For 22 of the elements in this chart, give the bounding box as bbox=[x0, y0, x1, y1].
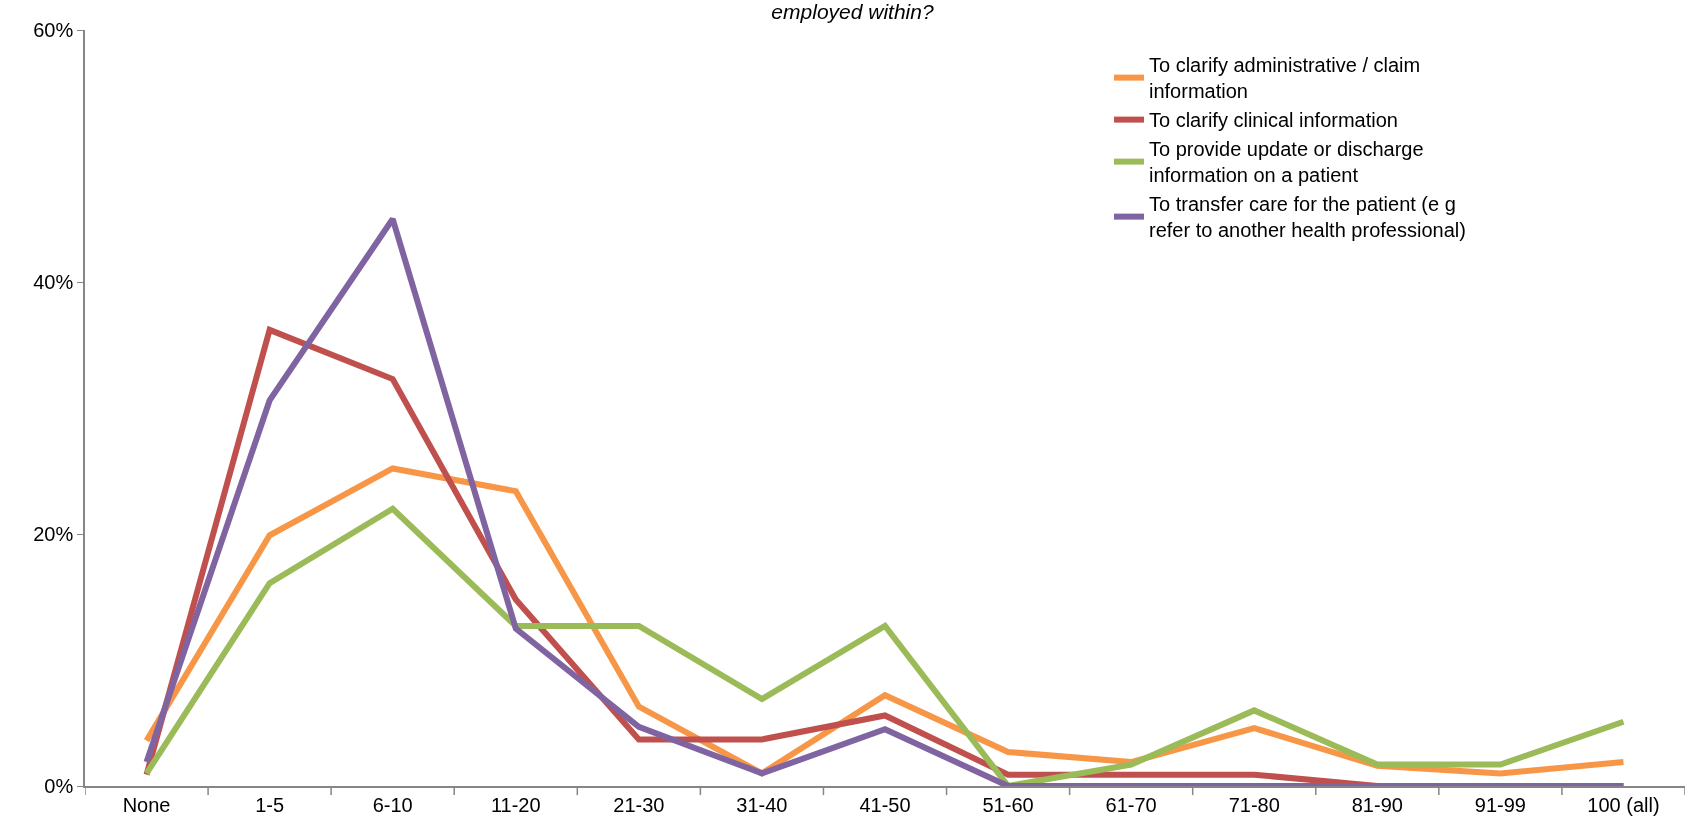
x-tick-label: 91-99 bbox=[1474, 793, 1526, 816]
x-tick-label: 61-70 bbox=[1105, 793, 1157, 816]
chart-title: employed within? bbox=[771, 0, 934, 23]
x-tick-label: 81-90 bbox=[1351, 793, 1403, 816]
x-tick-label: 21-30 bbox=[613, 793, 665, 816]
x-tick-label: 41-50 bbox=[859, 793, 911, 816]
y-tick-label: 0% bbox=[44, 775, 74, 797]
legend-label: To clarify administrative / claim information bbox=[1149, 54, 1421, 103]
x-tick-label: None bbox=[122, 793, 171, 816]
x-tick-label: 31-40 bbox=[736, 793, 788, 816]
y-tick-label: 40% bbox=[33, 271, 74, 293]
legend-label: To clarify clinical information bbox=[1149, 109, 1398, 132]
legend-label: To transfer care for the patient (e g refer to another health professional) bbox=[1149, 193, 1466, 242]
x-tick-label: 6-10 bbox=[372, 793, 413, 816]
x-tick-label: 71-80 bbox=[1228, 793, 1280, 816]
x-tick-label: 100 (all) bbox=[1587, 793, 1660, 816]
x-tick-label: 51-60 bbox=[982, 793, 1034, 816]
legend-label: To provide update or discharge information on a patient bbox=[1149, 138, 1424, 187]
x-tick-label: 1-5 bbox=[255, 793, 285, 816]
y-tick-label: 60% bbox=[33, 19, 74, 41]
y-tick-label: 20% bbox=[33, 523, 74, 545]
x-tick-label: 11-20 bbox=[490, 793, 541, 816]
